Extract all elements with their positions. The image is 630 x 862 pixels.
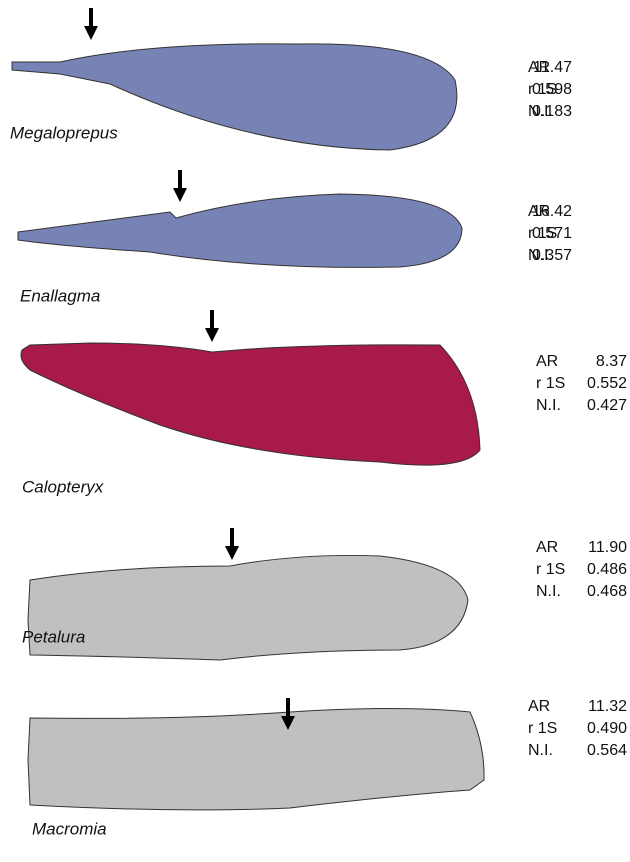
species-name: Petalura xyxy=(22,627,85,646)
stat-label: r 1S xyxy=(528,720,557,737)
stat-value: 11.47 xyxy=(533,59,572,76)
arrow xyxy=(84,8,98,40)
wing-shape xyxy=(18,194,462,267)
stat-value: 0.183 xyxy=(532,103,572,120)
stat-value: 16.42 xyxy=(532,203,572,220)
arrow xyxy=(225,528,239,560)
stat-label: r 1S xyxy=(536,561,565,578)
wing-shape xyxy=(28,709,484,810)
stat-value: 0.552 xyxy=(587,375,627,392)
species-name: Calopteryx xyxy=(22,477,104,496)
stat-value: 11.90 xyxy=(588,539,627,556)
stat-value: 0.490 xyxy=(587,720,627,737)
wing-shape xyxy=(21,343,480,465)
stat-value: 0.427 xyxy=(587,397,627,414)
wing-shape xyxy=(28,555,468,660)
stat-value: 0.571 xyxy=(532,225,572,242)
species-name: Enallagma xyxy=(20,286,100,305)
stat-label: N.I. xyxy=(536,397,561,414)
figure: Megaloprepus AR 11.47 r 1S 0.598 N.I. 0.183 Ena… xyxy=(0,0,630,862)
stat-value: 0.486 xyxy=(587,561,627,578)
arrow xyxy=(173,170,187,202)
stat-label: r 1S xyxy=(536,375,565,392)
stat-label: N.I. xyxy=(536,583,561,600)
species-name: Macromia xyxy=(32,819,107,838)
stat-value: 0.468 xyxy=(587,583,627,600)
stat-label: AR xyxy=(528,698,550,715)
stat-label: AR xyxy=(536,353,558,370)
stat-value: 11.32 xyxy=(588,698,627,715)
species-name: Megaloprepus xyxy=(10,123,118,142)
stat-value: 8.37 xyxy=(596,353,627,370)
arrow xyxy=(205,310,219,342)
stat-value: 0.598 xyxy=(532,81,572,98)
stat-label: N.I. xyxy=(528,742,553,759)
stat-value: 0.357 xyxy=(532,247,572,264)
stat-value: 0.564 xyxy=(587,742,627,759)
stat-label: AR xyxy=(536,539,558,556)
